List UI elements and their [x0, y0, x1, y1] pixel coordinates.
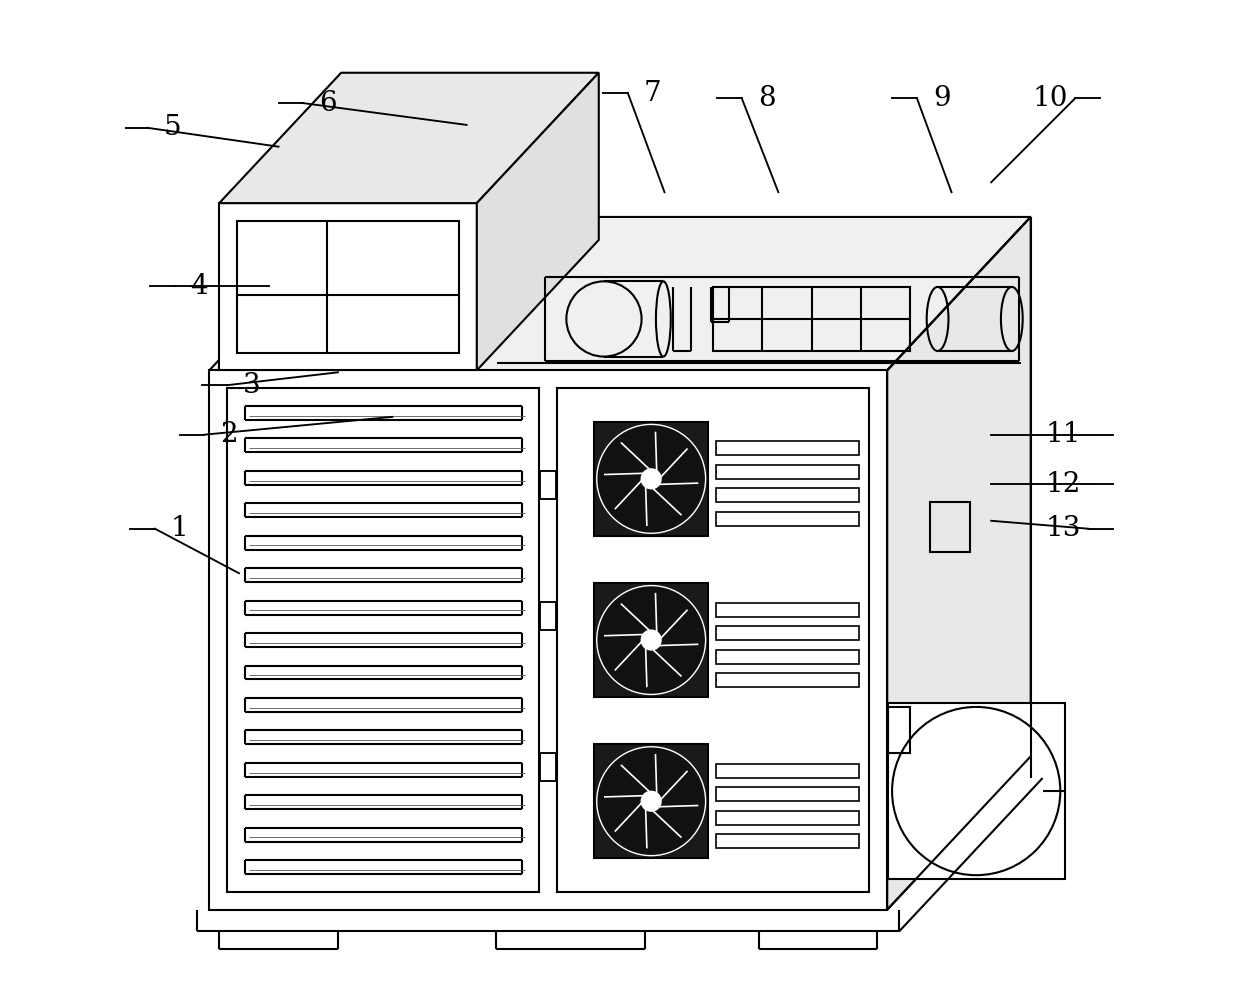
Bar	[237, 221, 459, 352]
Text: 12: 12	[1045, 471, 1081, 498]
Bar	[715, 650, 859, 664]
Text: 10: 10	[1033, 85, 1068, 112]
Text: 6: 6	[319, 90, 337, 117]
Bar	[557, 388, 869, 892]
Polygon shape	[887, 217, 1030, 910]
Text: 11: 11	[1045, 421, 1081, 448]
Bar	[541, 471, 557, 499]
Bar	[210, 370, 887, 910]
Bar	[715, 465, 859, 479]
Text: 5: 5	[164, 115, 181, 142]
Circle shape	[641, 469, 661, 489]
Bar	[713, 286, 910, 351]
Circle shape	[596, 747, 706, 855]
Bar	[594, 745, 708, 858]
Circle shape	[641, 791, 661, 811]
Bar	[715, 674, 859, 687]
Bar	[541, 602, 557, 630]
Text: 8: 8	[758, 85, 775, 112]
Text: 1: 1	[171, 515, 188, 542]
Bar	[219, 204, 477, 370]
Text: 3: 3	[243, 371, 260, 398]
Polygon shape	[219, 73, 599, 204]
Text: 7: 7	[644, 80, 661, 107]
Text: 9: 9	[932, 85, 950, 112]
Bar	[888, 703, 1064, 879]
Polygon shape	[210, 217, 1030, 370]
Polygon shape	[477, 73, 599, 370]
Bar	[888, 707, 910, 753]
Circle shape	[641, 630, 661, 650]
Circle shape	[596, 424, 706, 533]
Text: 4: 4	[191, 272, 208, 299]
Bar	[715, 810, 859, 824]
Bar	[227, 388, 539, 892]
Bar	[594, 583, 708, 697]
Text: 2: 2	[221, 421, 238, 448]
Bar	[715, 512, 859, 526]
Circle shape	[596, 586, 706, 695]
Bar	[715, 441, 859, 455]
Bar	[715, 834, 859, 848]
Bar	[715, 603, 859, 617]
Bar	[715, 787, 859, 801]
Bar	[930, 502, 970, 552]
Text: 13: 13	[1045, 515, 1081, 542]
Bar	[715, 488, 859, 502]
Bar	[715, 626, 859, 640]
Bar	[715, 763, 859, 777]
Bar	[541, 753, 557, 781]
Bar	[594, 422, 708, 536]
